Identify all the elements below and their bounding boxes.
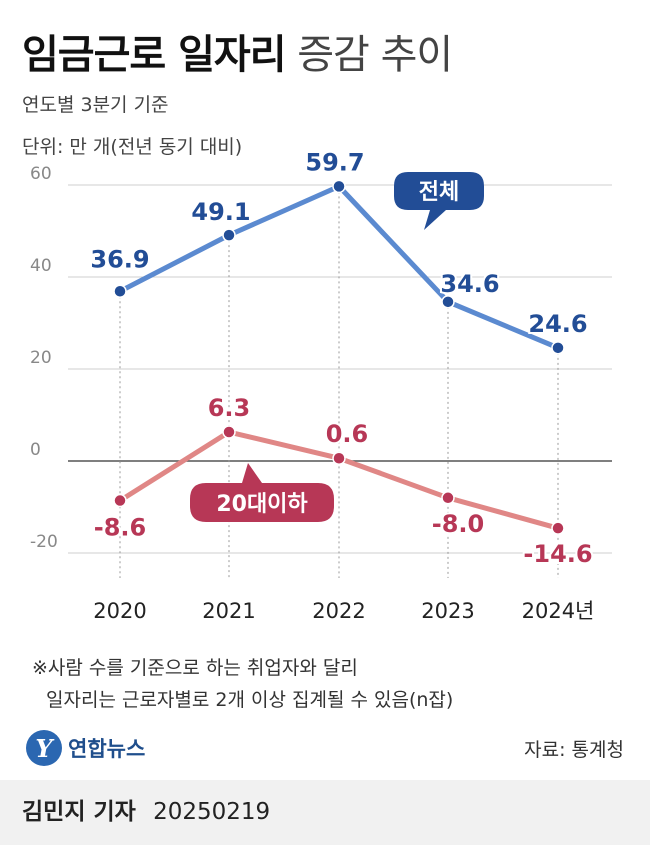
logo-text: 연합뉴스: [68, 737, 146, 761]
data-label: 49.1: [191, 198, 250, 226]
data-point: [332, 451, 346, 465]
byline-name: 김민지 기자: [22, 799, 136, 825]
data-point: [551, 521, 565, 535]
legend-label-20s: 20대이하: [216, 492, 308, 517]
x-tick-label: 2023: [421, 599, 474, 623]
byline: 김민지 기자 20250219: [22, 792, 270, 826]
x-tick-label: 2020: [93, 599, 146, 623]
data-label: 36.9: [90, 245, 149, 273]
data-point: [222, 228, 236, 242]
line-chart: 60 40 20 0 -20 2020 2021 2022 2023 2024년 36.9 49.1 5…: [30, 150, 612, 623]
y-tick-label: -20: [30, 532, 58, 552]
data-label: 24.6: [528, 310, 587, 338]
legend-label-total: 전체: [419, 180, 459, 205]
data-label: 59.7: [305, 150, 364, 176]
y-tick-label: 40: [30, 256, 52, 276]
byline-date: 20250219: [153, 799, 271, 825]
x-tick-label: 2021: [202, 599, 255, 623]
x-tick-label: 2024년: [522, 599, 595, 623]
footnote-line-1: ※사람 수를 기준으로 하는 취업자와 달리: [32, 657, 358, 679]
footnote-line-2: 일자리는 근로자별로 2개 이상 집계될 수 있음(n잡): [46, 689, 454, 711]
data-point: [441, 491, 455, 505]
legend-bubble-total: [394, 172, 484, 230]
data-point: [441, 295, 455, 309]
data-point: [222, 425, 236, 439]
title-main: 임금근로 일자리: [22, 32, 287, 78]
data-label: 0.6: [326, 420, 369, 448]
footnote: ※사람 수를 기준으로 하는 취업자와 달리 일자리는 근로자별로 2개 이상 …: [32, 652, 453, 716]
data-label: 6.3: [208, 394, 251, 422]
logo-icon: Y: [26, 730, 62, 766]
source-label: 자료: 통계청: [524, 739, 624, 761]
data-point: [551, 341, 565, 355]
y-tick-label: 0: [30, 440, 41, 460]
chart-title: 임금근로 일자리 증감 추이: [22, 22, 453, 80]
data-label: 34.6: [440, 270, 499, 298]
data-point: [113, 284, 127, 299]
unit-label: 단위: 만 개(전년 동기 대비): [22, 136, 243, 158]
chart-subtitle: 연도별 3분기 기준: [22, 94, 169, 116]
data-label: -14.6: [523, 540, 592, 568]
legend-bubble-20s: [190, 463, 334, 522]
y-tick-label: 60: [30, 164, 52, 184]
data-point: [332, 179, 346, 194]
y-tick-label: 20: [30, 348, 52, 368]
x-tick-label: 2022: [312, 599, 365, 623]
data-point: [113, 493, 127, 508]
yonhap-logo: Y 연합뉴스: [26, 730, 145, 766]
footer-bar: [0, 780, 650, 845]
data-label: -8.0: [432, 510, 484, 538]
title-sub: 증감 추이: [297, 32, 453, 78]
data-label: -8.6: [94, 514, 146, 542]
